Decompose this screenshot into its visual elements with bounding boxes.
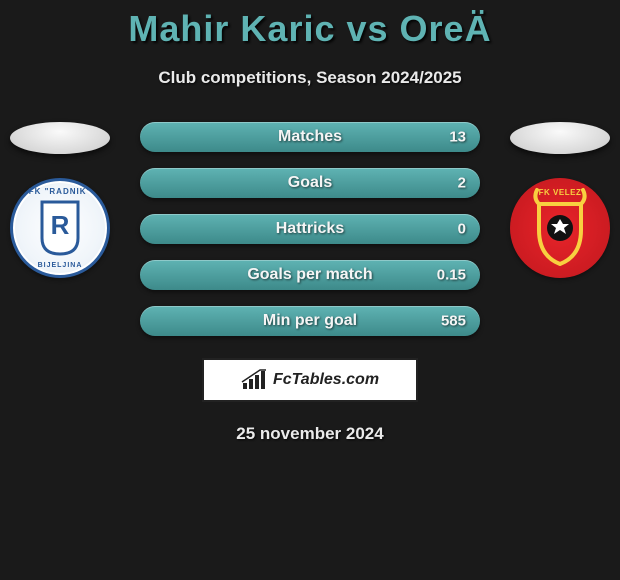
club-logo-right: FK VELEZ [510, 178, 610, 278]
stat-label: Min per goal [263, 312, 357, 330]
stat-row-gpm: Goals per match 0.15 [140, 260, 480, 290]
stat-value-right: 13 [449, 129, 466, 146]
right-column: FK VELEZ [510, 122, 610, 278]
stat-row-goals: Goals 2 [140, 168, 480, 198]
footer-date: 25 november 2024 [0, 424, 620, 444]
player-right-avatar [510, 122, 610, 154]
stat-row-mpg: Min per goal 585 [140, 306, 480, 336]
stat-value-right: 0.15 [437, 267, 466, 284]
page-title: Mahir Karic vs OreÄ [0, 0, 620, 50]
club-logo-left: FK "RADNIK" R BIJELJINA [10, 178, 110, 278]
stat-value-right: 0 [458, 221, 466, 238]
stat-label: Matches [278, 128, 342, 146]
stat-row-matches: Matches 13 [140, 122, 480, 152]
club-left-top-text: FK "RADNIK" [13, 187, 107, 196]
stat-label: Goals per match [247, 266, 372, 284]
stat-row-hattricks: Hattricks 0 [140, 214, 480, 244]
brand-box[interactable]: FcTables.com [202, 358, 418, 402]
player-left-avatar [10, 122, 110, 154]
club-right-top-text: FK VELEZ [510, 188, 610, 197]
svg-text:R: R [51, 210, 70, 240]
club-left-bottom-text: BIJELJINA [13, 262, 107, 269]
stat-value-right: 2 [458, 175, 466, 192]
stat-value-right: 585 [441, 313, 466, 330]
club-right-crest-icon [525, 186, 595, 271]
brand-text: FcTables.com [273, 371, 379, 389]
left-column: FK "RADNIK" R BIJELJINA [10, 122, 110, 278]
page-subtitle: Club competitions, Season 2024/2025 [0, 68, 620, 88]
brand-chart-icon [241, 369, 267, 391]
stat-label: Goals [288, 174, 332, 192]
club-left-crest-icon: R [38, 200, 82, 256]
stat-label: Hattricks [276, 220, 344, 238]
